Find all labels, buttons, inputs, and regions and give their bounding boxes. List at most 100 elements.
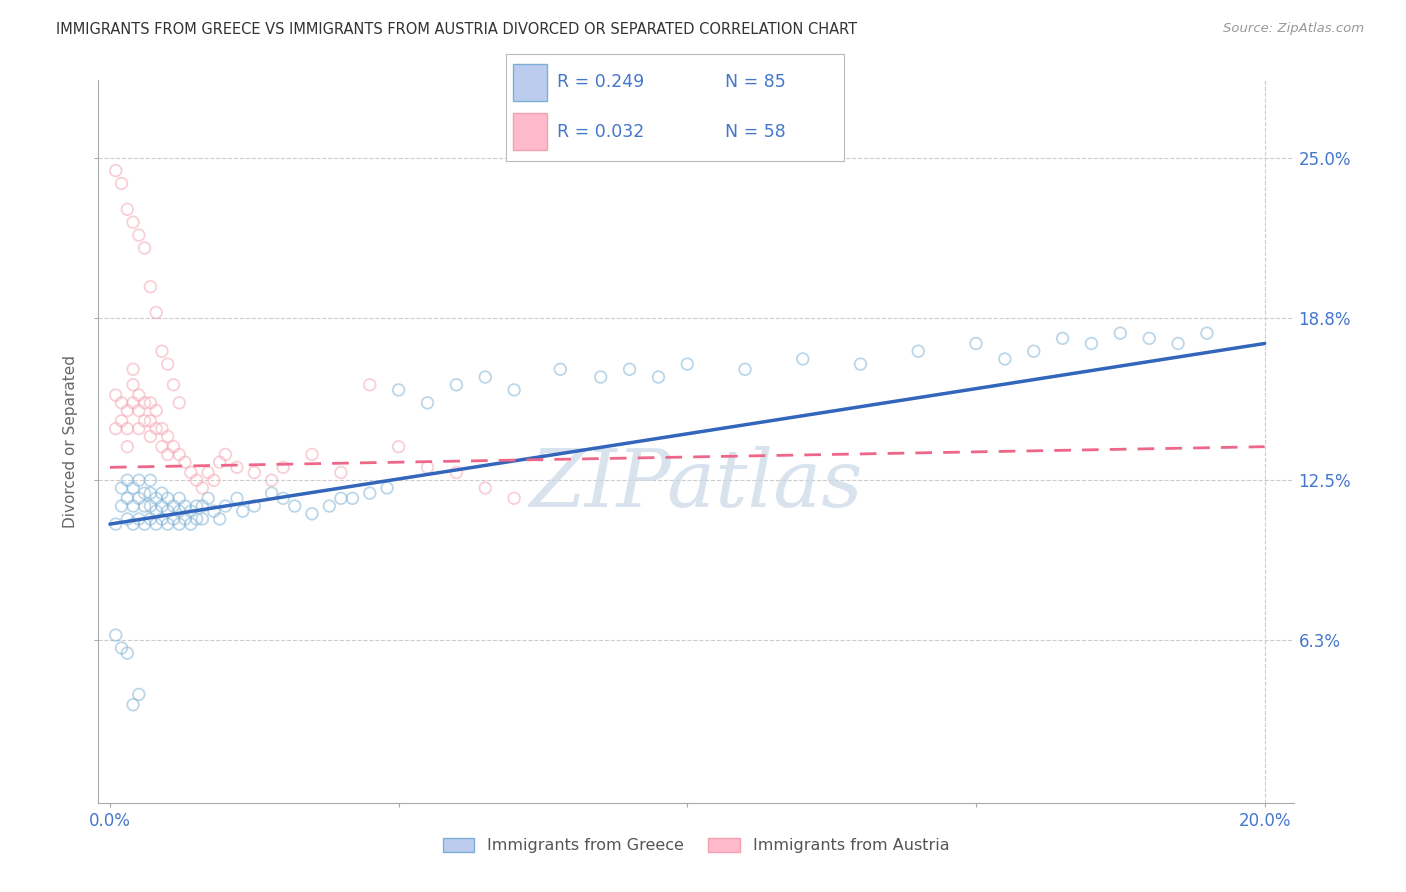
Point	[110, 499, 132, 513]
Text: N = 85: N = 85	[725, 73, 786, 91]
Point	[197, 491, 219, 506]
Point	[150, 499, 173, 513]
Point	[416, 460, 439, 475]
Point	[1195, 326, 1218, 341]
Point	[232, 504, 254, 518]
Point	[271, 460, 294, 475]
Text: R = 0.249: R = 0.249	[557, 73, 644, 91]
Point	[145, 491, 167, 506]
Point	[117, 202, 139, 217]
Point	[122, 481, 145, 495]
Point	[1109, 326, 1132, 341]
Point	[117, 440, 139, 454]
Point	[145, 305, 167, 319]
Point	[162, 377, 184, 392]
Point	[965, 336, 987, 351]
Point	[162, 499, 184, 513]
Text: Source: ZipAtlas.com: Source: ZipAtlas.com	[1223, 22, 1364, 36]
Point	[180, 504, 202, 518]
Point	[139, 279, 162, 293]
Point	[226, 460, 249, 475]
Point	[128, 403, 150, 417]
Y-axis label: Divorced or Separated: Divorced or Separated	[63, 355, 79, 528]
Point	[104, 628, 127, 642]
Point	[156, 504, 179, 518]
Point	[122, 215, 145, 229]
Point	[145, 504, 167, 518]
Point	[301, 447, 323, 461]
Point	[139, 486, 162, 500]
Point	[139, 512, 162, 526]
Point	[122, 499, 145, 513]
Point	[191, 499, 214, 513]
Point	[1052, 331, 1074, 345]
Point	[117, 473, 139, 487]
Point	[134, 414, 156, 428]
Point	[214, 447, 236, 461]
Point	[110, 640, 132, 655]
Text: N = 58: N = 58	[725, 123, 786, 141]
Point	[150, 512, 173, 526]
Point	[226, 491, 249, 506]
Point	[110, 177, 132, 191]
Point	[416, 396, 439, 410]
Point	[150, 344, 173, 359]
Point	[792, 351, 814, 366]
Point	[156, 491, 179, 506]
Point	[104, 388, 127, 402]
FancyBboxPatch shape	[513, 64, 547, 101]
Point	[647, 370, 669, 384]
Point	[167, 491, 190, 506]
Point	[110, 481, 132, 495]
Point	[186, 473, 208, 487]
Point	[174, 512, 197, 526]
Point	[180, 466, 202, 480]
Point	[122, 517, 145, 532]
Point	[104, 422, 127, 436]
Point	[388, 383, 411, 397]
Point	[503, 491, 526, 506]
Point	[134, 486, 156, 500]
Point	[150, 440, 173, 454]
Point	[139, 429, 162, 443]
Point	[122, 377, 145, 392]
Point	[174, 499, 197, 513]
Point	[342, 491, 364, 506]
Point	[139, 473, 162, 487]
Point	[1080, 336, 1102, 351]
Point	[191, 512, 214, 526]
Point	[145, 403, 167, 417]
Point	[145, 517, 167, 532]
Point	[117, 403, 139, 417]
Point	[134, 499, 156, 513]
Point	[388, 440, 411, 454]
Point	[271, 491, 294, 506]
Point	[589, 370, 612, 384]
Point	[191, 481, 214, 495]
Point	[180, 517, 202, 532]
Point	[110, 414, 132, 428]
Point	[167, 504, 190, 518]
Point	[359, 377, 381, 392]
Point	[134, 517, 156, 532]
Point	[139, 499, 162, 513]
Point	[619, 362, 641, 376]
Point	[208, 512, 231, 526]
Point	[104, 163, 127, 178]
Point	[186, 499, 208, 513]
Point	[375, 481, 398, 495]
Point	[139, 414, 162, 428]
Point	[1137, 331, 1160, 345]
Point	[150, 422, 173, 436]
Point	[1022, 344, 1045, 359]
Point	[104, 517, 127, 532]
Point	[550, 362, 572, 376]
Point	[734, 362, 756, 376]
Point	[994, 351, 1017, 366]
Point	[474, 481, 496, 495]
Point	[260, 486, 283, 500]
Point	[156, 447, 179, 461]
Point	[128, 473, 150, 487]
Point	[128, 228, 150, 243]
Point	[329, 491, 352, 506]
